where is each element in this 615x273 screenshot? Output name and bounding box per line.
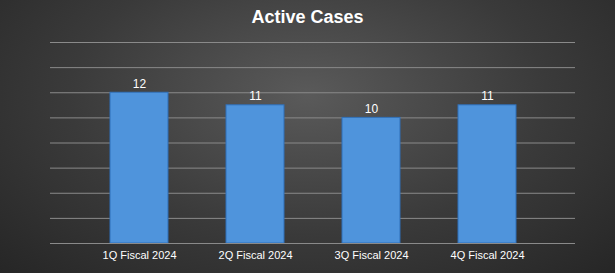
svg-text:11: 11 (249, 89, 262, 103)
svg-text:10: 10 (365, 102, 379, 116)
svg-text:12: 12 (133, 77, 147, 91)
html-text:Active Cases: Active Cases (251, 7, 364, 27)
svg-text:11: 11 (481, 89, 494, 103)
svg-text:3Q Fiscal 2024: 3Q Fiscal 2024 (335, 249, 409, 261)
svg-text:1Q Fiscal 2024: 1Q Fiscal 2024 (103, 249, 177, 261)
svg-text:2Q Fiscal 2024: 2Q Fiscal 2024 (219, 249, 293, 261)
svg-text:4Q Fiscal 2024: 4Q Fiscal 2024 (451, 249, 525, 261)
